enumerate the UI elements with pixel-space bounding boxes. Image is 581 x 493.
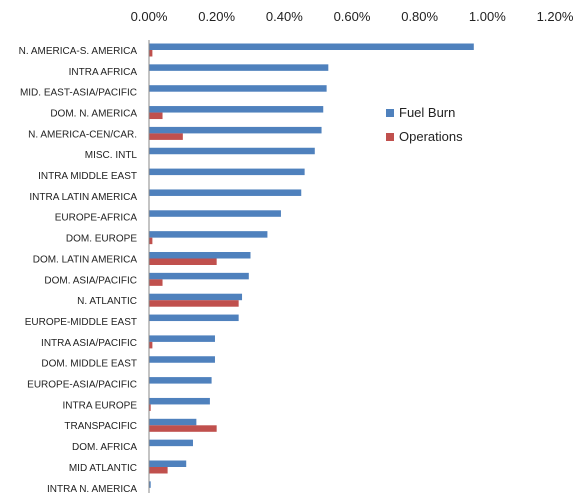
operations-bar <box>149 467 168 474</box>
legend: Fuel Burn Operations <box>386 105 463 144</box>
fuel-burn-bar <box>149 252 251 259</box>
fuel-burn-bar <box>149 314 239 322</box>
category-label: TRANSPACIFIC <box>64 421 137 432</box>
operations-bar <box>149 112 163 120</box>
operations-bar <box>149 279 163 286</box>
bars <box>149 43 474 488</box>
operations-bar <box>149 133 183 140</box>
fuel-burn-bar <box>149 147 315 155</box>
operations-bar <box>149 50 153 57</box>
category-label: DOM. MIDDLE EAST <box>41 359 137 370</box>
category-label: EUROPE-ASIA/PACIFIC <box>27 380 137 391</box>
category-label: N. AMERICA-CEN/CAR. <box>28 129 137 140</box>
x-tick-label: 1.00% <box>469 9 506 24</box>
operations-bar <box>149 300 239 307</box>
x-tick-label: 0.20% <box>198 9 235 24</box>
operations-bar <box>149 404 151 411</box>
category-label: DOM. LATIN AMERICA <box>33 254 138 265</box>
category-label: N. ATLANTIC <box>77 296 137 307</box>
category-label: INTRA N. AMERICA <box>47 484 137 493</box>
category-label: INTRA LATIN AMERICA <box>29 192 137 203</box>
fuel-burn-bar <box>149 397 210 405</box>
category-label: DOM. AFRICA <box>72 442 137 453</box>
fuel-burn-bar <box>149 231 268 238</box>
category-label: DOM. ASIA/PACIFIC <box>44 275 137 286</box>
fuel-burn-bar <box>149 43 474 50</box>
category-label: MISC. INTL <box>85 150 138 161</box>
x-tick-label: 0.00% <box>131 9 168 24</box>
fuel-burn-bar <box>149 210 281 217</box>
category-label: EUROPE-MIDDLE EAST <box>25 317 137 328</box>
fuel-burn-bar <box>149 293 243 301</box>
fuel-burn-bar <box>149 460 187 467</box>
fuel-burn-bar <box>149 356 215 363</box>
fuel-burn-bar <box>149 418 197 426</box>
legend-label-operations: Operations <box>399 129 463 144</box>
legend-swatch-fuel-burn <box>386 109 394 117</box>
category-label: INTRA AFRICA <box>69 67 138 78</box>
operations-bar <box>149 425 217 432</box>
fuel-burn-bar <box>149 377 212 384</box>
x-tick-label: 1.20% <box>537 9 574 24</box>
fuel-burn-bar <box>149 106 324 113</box>
legend-swatch-operations <box>386 133 394 141</box>
fuel-burn-bar <box>149 85 327 92</box>
fuel-burn-bar <box>149 126 322 134</box>
legend-label-fuel-burn: Fuel Burn <box>399 105 455 120</box>
category-labels: N. AMERICA-S. AMERICA INTRA AFRICA MID. EA… <box>19 46 138 493</box>
x-axis-ticks: 0.00% 0.20% 0.40% 0.60% 0.80% 1.00% 1.20% <box>131 9 574 24</box>
category-label: DOM. N. AMERICA <box>50 108 137 119</box>
category-label: INTRA EUROPE <box>63 400 138 411</box>
category-label: N. AMERICA-S. AMERICA <box>19 46 138 57</box>
fuel-burn-bar <box>149 168 305 176</box>
fuel-burn-bar <box>149 439 193 447</box>
x-tick-label: 0.80% <box>401 9 438 24</box>
fuel-burn-bar <box>149 272 249 280</box>
fuel-burn-bar <box>149 64 329 71</box>
category-label: EUROPE-AFRICA <box>55 213 138 224</box>
category-label: INTRA ASIA/PACIFIC <box>41 338 137 349</box>
fuel-burn-bar <box>149 189 302 196</box>
category-label: MID. EAST-ASIA/PACIFIC <box>20 88 137 99</box>
x-tick-label: 0.40% <box>266 9 303 24</box>
category-label: MID ATLANTIC <box>69 463 137 474</box>
operations-bar <box>149 237 153 245</box>
operations-bar <box>149 258 217 265</box>
category-label: INTRA MIDDLE EAST <box>38 171 137 182</box>
x-tick-label: 0.60% <box>334 9 371 24</box>
operations-bar <box>149 341 153 349</box>
fuel-burn-bar <box>149 481 151 488</box>
category-label: DOM. EUROPE <box>66 234 137 245</box>
fuel-burn-bar <box>149 335 215 342</box>
